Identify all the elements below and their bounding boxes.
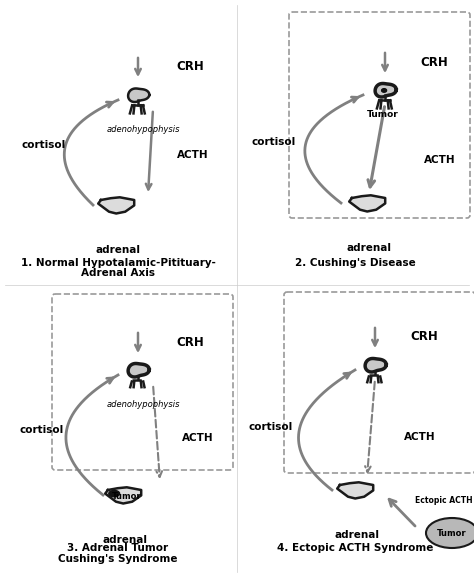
Polygon shape (375, 84, 396, 97)
Polygon shape (337, 482, 373, 499)
Polygon shape (365, 358, 386, 372)
Text: CRH: CRH (420, 55, 448, 69)
Text: ACTH: ACTH (177, 150, 209, 160)
Text: adrenal: adrenal (102, 535, 147, 545)
Polygon shape (128, 364, 149, 377)
Text: adrenal: adrenal (95, 245, 140, 255)
Text: cortisol: cortisol (20, 425, 64, 435)
Text: Adrenal Axis: Adrenal Axis (81, 268, 155, 278)
Polygon shape (349, 195, 385, 212)
Polygon shape (128, 88, 149, 102)
Text: ACTH: ACTH (404, 432, 436, 442)
Polygon shape (98, 197, 134, 213)
Text: adenohypophysis: adenohypophysis (106, 125, 180, 134)
Text: cortisol: cortisol (252, 137, 296, 147)
Text: Tumor: Tumor (437, 529, 467, 538)
Text: cortisol: cortisol (249, 422, 293, 432)
Text: adrenal: adrenal (335, 530, 380, 540)
Text: adenohypophysis: adenohypophysis (106, 400, 180, 409)
Text: cortisol: cortisol (22, 140, 66, 150)
Text: 3. Adrenal Tumor: 3. Adrenal Tumor (67, 543, 169, 553)
Text: 2. Cushing's Disease: 2. Cushing's Disease (295, 258, 415, 268)
Text: adrenal: adrenal (346, 243, 392, 253)
Ellipse shape (109, 490, 119, 497)
Text: CRH: CRH (176, 335, 204, 349)
Ellipse shape (426, 518, 474, 548)
Polygon shape (105, 488, 141, 504)
Text: Tumor: Tumor (367, 110, 399, 119)
Text: Ectopic ACTH: Ectopic ACTH (415, 496, 473, 505)
Ellipse shape (382, 89, 387, 92)
Text: 4. Ectopic ACTH Syndrome: 4. Ectopic ACTH Syndrome (277, 543, 433, 553)
Text: 1. Normal Hypotalamic-Pitituary-: 1. Normal Hypotalamic-Pitituary- (20, 258, 216, 268)
Text: ACTH: ACTH (424, 155, 456, 165)
Text: CRH: CRH (410, 331, 438, 343)
Text: Cushing's Syndrome: Cushing's Syndrome (58, 554, 178, 564)
Text: ACTH: ACTH (182, 433, 214, 443)
Text: Tumor: Tumor (112, 492, 142, 501)
Text: CRH: CRH (176, 61, 204, 73)
